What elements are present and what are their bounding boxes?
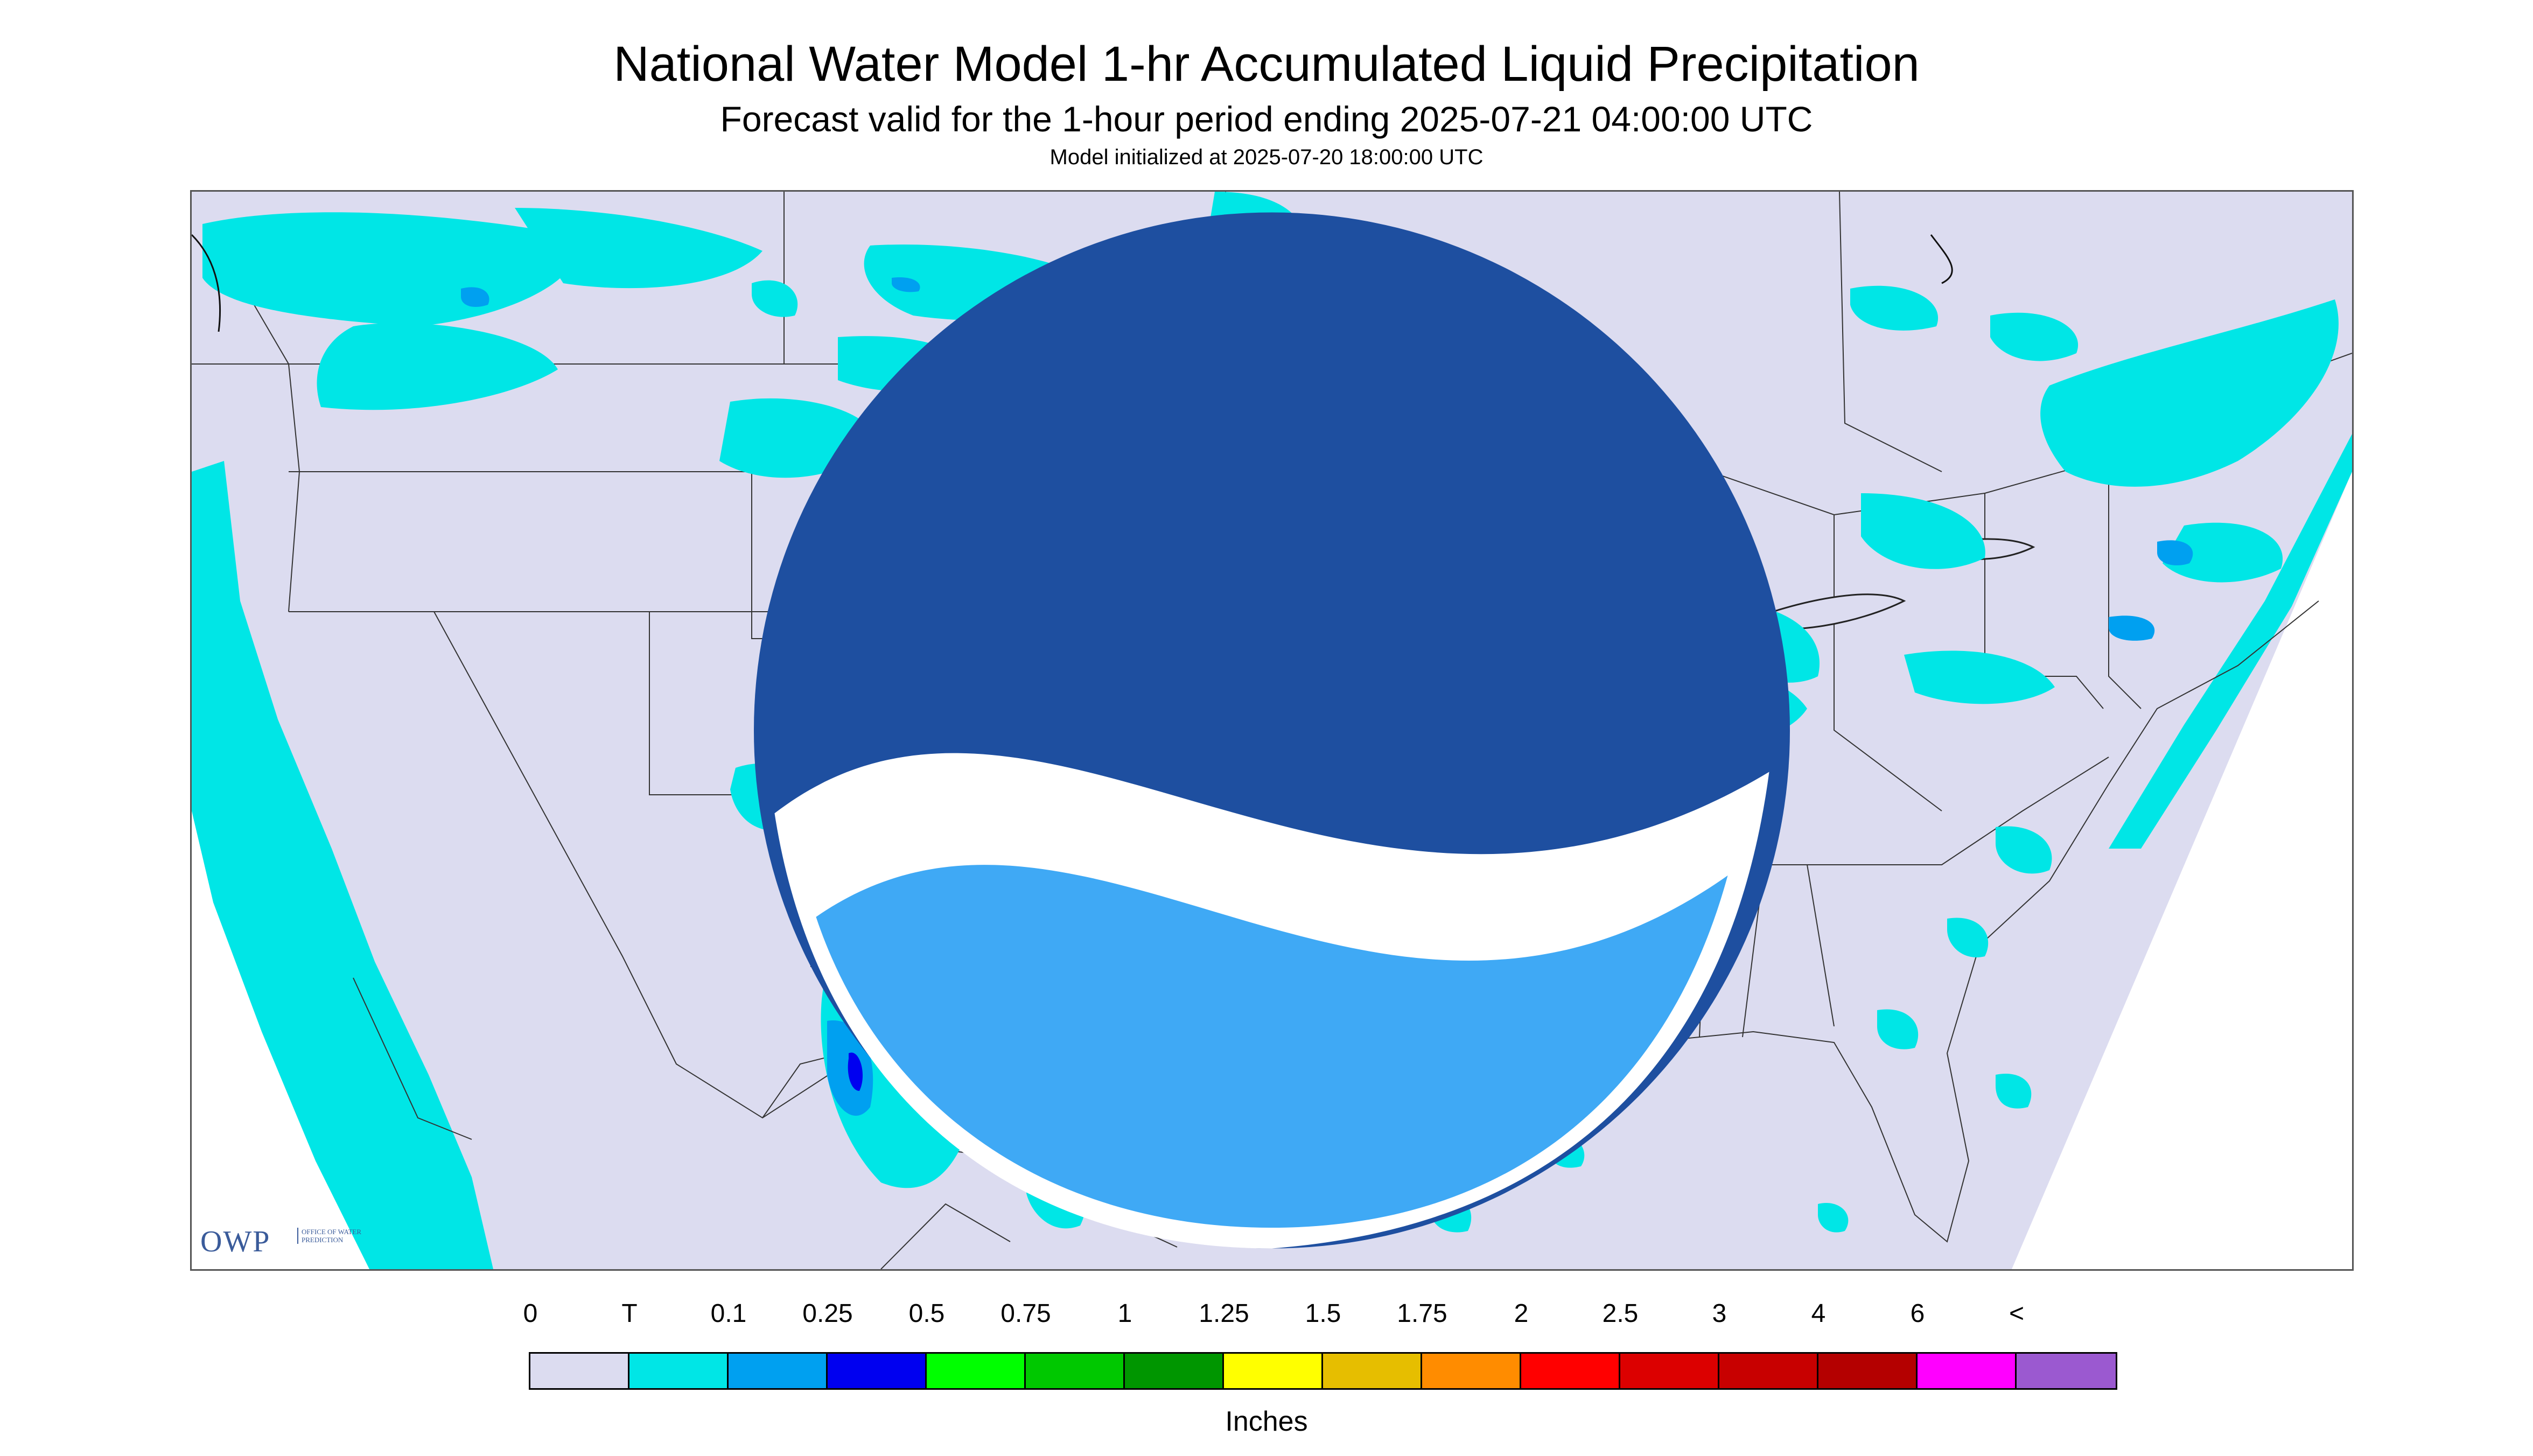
chart-title: National Water Model 1-hr Accumulated Li… xyxy=(613,37,1920,92)
model-init-time: Model initialized at 2025-07-20 18:00:00… xyxy=(1049,145,1484,169)
legend-tick-labels: 0 T 0.1 0.25 0.5 0.75 1 1.25 1.5 1.75 2 2.5 3 4 6 < xyxy=(0,1299,2533,1342)
legend-swatch xyxy=(2017,1354,2116,1388)
legend-tick-label: < xyxy=(2009,1299,2025,1328)
legend-swatch xyxy=(1422,1354,1521,1388)
legend-swatch xyxy=(1026,1354,1125,1388)
legend-tick-label: 0.25 xyxy=(802,1299,853,1328)
legend-swatch xyxy=(1620,1354,1719,1388)
legend-tick-label: 1.75 xyxy=(1397,1299,1447,1328)
owp-logo-subtext: Office of Water Prediction xyxy=(297,1228,382,1244)
legend-swatch xyxy=(1323,1354,1422,1388)
chart-subtitle: Forecast valid for the 1-hour period end… xyxy=(720,99,1813,139)
legend-tick-label: 0.75 xyxy=(1000,1299,1051,1328)
legend-swatch xyxy=(1125,1354,1224,1388)
legend-colorbar xyxy=(529,1352,2117,1390)
legend-unit-label: Inches xyxy=(1225,1406,1308,1437)
legend-tick-label: 1.25 xyxy=(1199,1299,1249,1328)
legend-tick-label: 0 xyxy=(523,1299,538,1328)
legend-tick-label: 4 xyxy=(1811,1299,1826,1328)
legend-tick-label: 6 xyxy=(1910,1299,1925,1328)
legend-tick-label: 1 xyxy=(1117,1299,1132,1328)
legend-tick-label: 0.5 xyxy=(908,1299,945,1328)
legend-swatch xyxy=(927,1354,1026,1388)
legend-swatch xyxy=(828,1354,927,1388)
legend-tick-label: 2 xyxy=(1514,1299,1529,1328)
legend-tick-label: 3 xyxy=(1712,1299,1727,1328)
title-block: National Water Model 1-hr Accumulated Li… xyxy=(0,32,2533,172)
legend-tick-label: 1.5 xyxy=(1305,1299,1341,1328)
precipitation-map: OWP Office of Water Prediction xyxy=(190,190,2354,1271)
legend-swatch xyxy=(729,1354,828,1388)
legend-swatch xyxy=(1521,1354,1620,1388)
owp-logo-text: OWP xyxy=(200,1225,271,1258)
legend-tick-label: 2.5 xyxy=(1602,1299,1639,1328)
legend-tick-label: T xyxy=(621,1299,638,1328)
legend-swatch xyxy=(1818,1354,1918,1388)
legend-swatch xyxy=(530,1354,629,1388)
legend-swatch xyxy=(1719,1354,1818,1388)
legend-swatch xyxy=(1918,1354,2017,1388)
owp-logo: OWP Office of Water Prediction xyxy=(200,1224,378,1262)
legend-swatch xyxy=(1224,1354,1323,1388)
legend-swatch xyxy=(629,1354,729,1388)
noaa-logo xyxy=(753,212,1790,1249)
west-offshore-precip xyxy=(192,461,493,1269)
legend-tick-label: 0.1 xyxy=(710,1299,747,1328)
